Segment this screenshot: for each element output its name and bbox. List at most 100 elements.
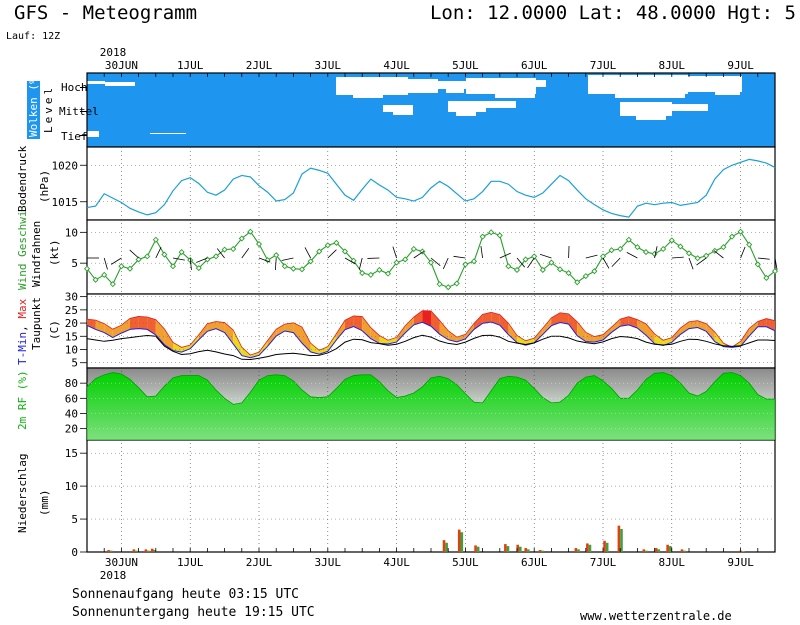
temperature-band	[267, 329, 277, 347]
precip-bar	[527, 549, 530, 552]
wind-barb	[196, 257, 208, 263]
wind-point	[109, 281, 116, 288]
precip-bar	[605, 542, 609, 552]
temperature-band	[284, 322, 294, 333]
precip-bar	[519, 546, 522, 552]
temperature-band	[663, 337, 672, 346]
temperature-ylabel-min: Min	[16, 332, 29, 352]
wind-point	[513, 266, 521, 273]
precip-bar	[504, 544, 507, 552]
temperature-band	[603, 327, 612, 340]
website-link[interactable]: www.wetterzentrale.de	[580, 609, 732, 623]
day-label: 6JUL	[521, 59, 548, 72]
temperature-band	[697, 320, 707, 332]
humidity-tick-label: 20	[65, 423, 78, 436]
wind-barb	[216, 248, 225, 259]
precip-bar	[620, 528, 623, 552]
precip-bar	[457, 529, 461, 552]
year-label-bottom: 2018	[100, 569, 127, 582]
wind-barb	[327, 249, 337, 259]
temperature-ylabel-max: Max	[16, 298, 29, 318]
day-label: 30JUN	[105, 556, 138, 569]
temperature-band	[431, 310, 440, 335]
temperature-band	[757, 318, 767, 327]
cloud-level-axis-label: Level	[42, 85, 55, 133]
temperature-band	[241, 347, 251, 358]
wind-point	[307, 258, 314, 265]
precip-bar	[541, 550, 544, 552]
temperature-band	[413, 310, 423, 325]
wind-point	[746, 241, 753, 248]
day-label: 8JUL	[659, 59, 686, 72]
wind-point	[574, 279, 581, 286]
temperature-band	[396, 325, 406, 343]
cloud-level-high: Hoch	[61, 81, 88, 94]
wind-point	[737, 228, 744, 235]
precip-tick-label: 10	[65, 480, 78, 493]
precip-bar	[506, 546, 510, 552]
wind-point	[238, 235, 245, 242]
day-label: 1JUL	[177, 556, 204, 569]
temperature-band	[542, 317, 552, 335]
temperature-band	[190, 334, 199, 349]
temperature-band	[319, 346, 328, 355]
day-label: 9JUL	[727, 59, 754, 72]
precip-bar	[603, 540, 606, 552]
precip-unit: (mm)	[38, 490, 51, 517]
tmax-line	[86, 310, 776, 356]
temperature-band	[439, 320, 449, 340]
temperature-band	[138, 316, 148, 330]
temperature-tick-label: 10	[65, 344, 78, 357]
day-label: 1JUL	[177, 59, 204, 72]
wind-barb	[527, 257, 535, 269]
wind-point	[384, 270, 392, 277]
temperature-band	[310, 343, 320, 355]
wind-barb	[189, 257, 192, 270]
wind-point	[341, 248, 349, 255]
sunrise-text: Sonnenaufgang heute 03:15 UTC	[72, 587, 299, 602]
wind-point	[92, 276, 99, 283]
day-label: 30JUN	[105, 59, 138, 72]
precip-bar	[668, 546, 672, 552]
wind-point	[720, 244, 727, 251]
wind-point	[539, 266, 546, 273]
temperature-sublabel: Taupunkt	[30, 297, 43, 350]
wind-barb	[304, 247, 311, 259]
wind-barb	[281, 257, 294, 261]
wind-barb	[626, 252, 638, 259]
temperature-band	[611, 319, 621, 333]
temperature-unit: (C)	[48, 320, 61, 340]
wind-point	[169, 263, 177, 270]
wind-point	[144, 253, 151, 260]
wind-point	[221, 246, 228, 253]
temperature-ylabel-sep: ,	[16, 319, 29, 332]
location-coordinates: Lon: 12.0000 Lat: 48.0000 Hgt: 5	[429, 2, 796, 24]
day-label: 9JUL	[727, 556, 754, 569]
temperature-band	[560, 312, 569, 325]
wind-barb	[774, 257, 778, 270]
temperature-band	[259, 340, 268, 356]
wind-ylabel: Wind Geschwi.	[16, 204, 29, 290]
precip-bar	[645, 550, 648, 552]
wind-point	[505, 263, 512, 270]
wind-point	[488, 229, 495, 236]
sunset-text: Sonnenuntergang heute 19:15 UTC	[72, 605, 315, 620]
precip-bar	[657, 549, 661, 552]
wind-point	[685, 250, 693, 257]
wind-plot	[83, 228, 779, 291]
meteogram-title: GFS - Meteogramm	[14, 2, 198, 24]
precip-bar	[654, 548, 658, 552]
pressure-panel	[86, 146, 776, 221]
humidity-plot	[87, 372, 775, 440]
wind-point	[290, 265, 297, 272]
wind-point	[118, 263, 125, 270]
precip-bar	[577, 549, 580, 552]
temperature-band	[224, 322, 234, 344]
day-label: 5JUL	[452, 59, 479, 72]
wind-barb	[671, 256, 684, 259]
precip-bar	[588, 544, 592, 552]
wind-point	[367, 271, 374, 278]
wind-point	[376, 266, 383, 273]
wind-point	[126, 265, 134, 272]
